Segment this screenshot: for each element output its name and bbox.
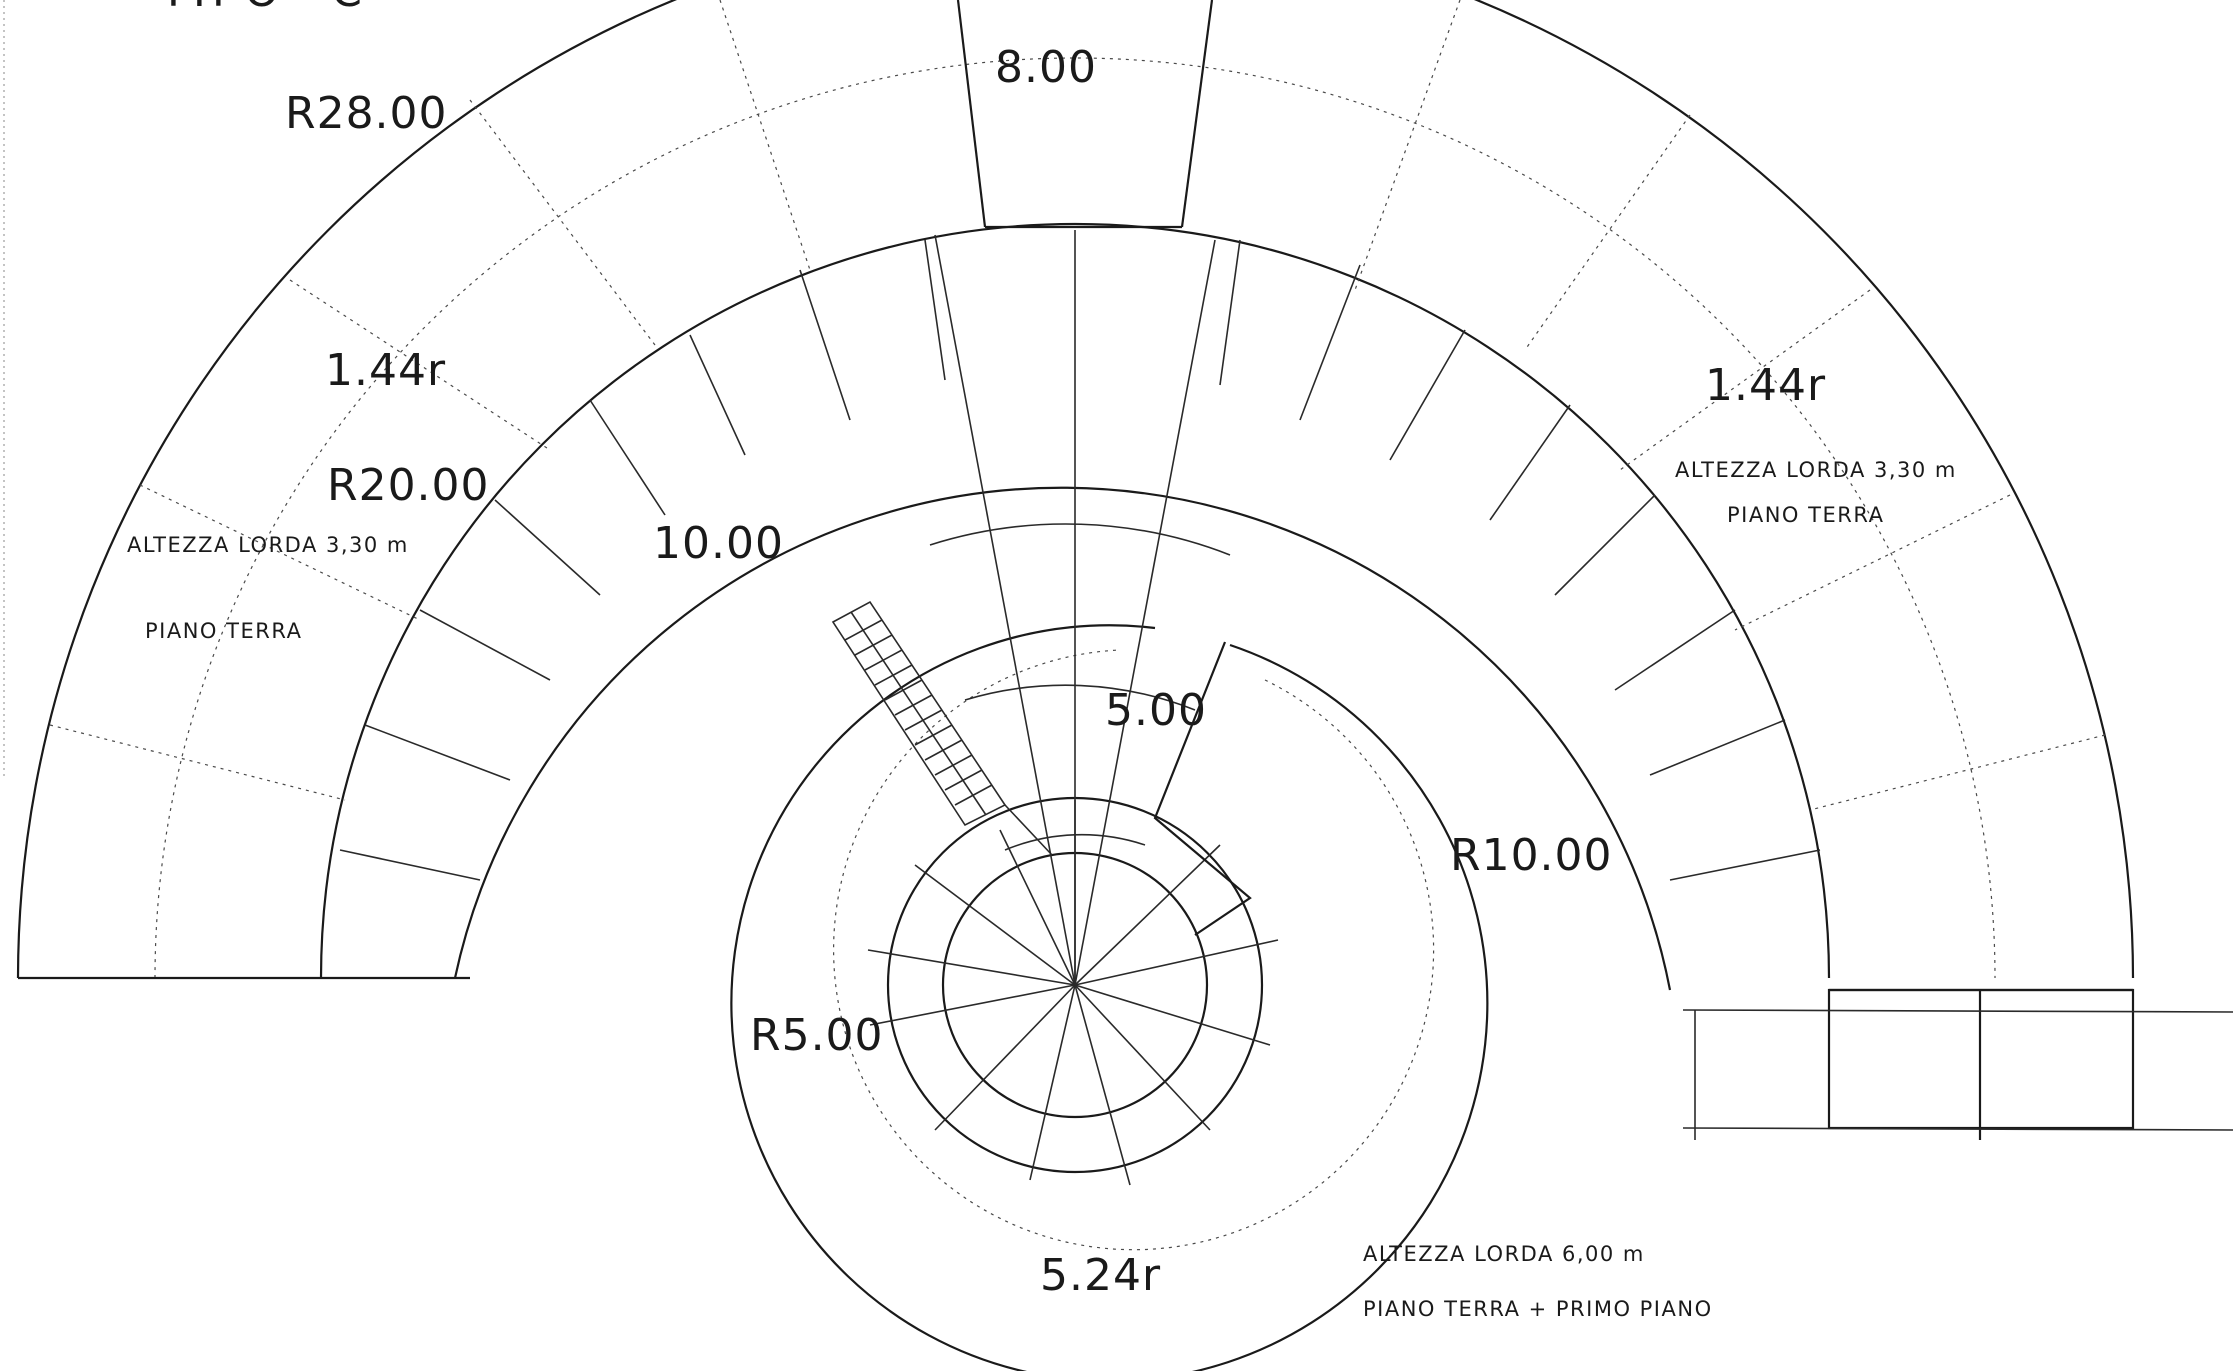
inner-ring-arc: [453, 486, 1672, 991]
note-right-floor: PIANO TERRA: [1727, 503, 1884, 527]
middle-arc-r20: [319, 222, 1831, 979]
dim-outer-radius: R28.00: [285, 88, 448, 139]
note-left-floor: PIANO TERRA: [145, 619, 302, 643]
entrance-wall-left: [956, 0, 987, 228]
central-tower: [453, 230, 1672, 1371]
note-center-floor: PIANO TERRA + PRIMO PIANO: [1363, 1297, 1713, 1321]
outer-arc-r28: [16, 0, 2135, 979]
entrance-wall-right: [1180, 0, 1214, 228]
dim-middle-radius: R20.00: [327, 460, 490, 511]
dim-core-radius: R5.00: [750, 1010, 884, 1061]
dim-inner-radius: R10.00: [1450, 830, 1613, 881]
note-left-height: ALTEZZA LORDA 3,30 m: [127, 533, 409, 557]
staircase: [831, 600, 1053, 856]
dim-right-ratio: 1.44r: [1705, 360, 1826, 411]
right-annex: [1682, 988, 2233, 1140]
dim-ring-width: 10.00: [653, 518, 784, 569]
sheet-title: TIPO "C": [159, 0, 394, 17]
dim-core-width: 5.00: [1105, 685, 1207, 736]
outer-center-arc: [154, 57, 1996, 979]
dim-left-ratio: 1.44r: [325, 345, 446, 396]
dim-top-width: 8.00: [995, 42, 1097, 93]
dim-bottom-ratio: 5.24r: [1040, 1250, 1161, 1301]
note-right-height: ALTEZZA LORDA 3,30 m: [1675, 458, 1957, 482]
note-center-height: ALTEZZA LORDA 6,00 m: [1363, 1242, 1645, 1266]
tower-outer-circle: [730, 624, 1489, 1371]
outer-ring: [16, 0, 2135, 992]
